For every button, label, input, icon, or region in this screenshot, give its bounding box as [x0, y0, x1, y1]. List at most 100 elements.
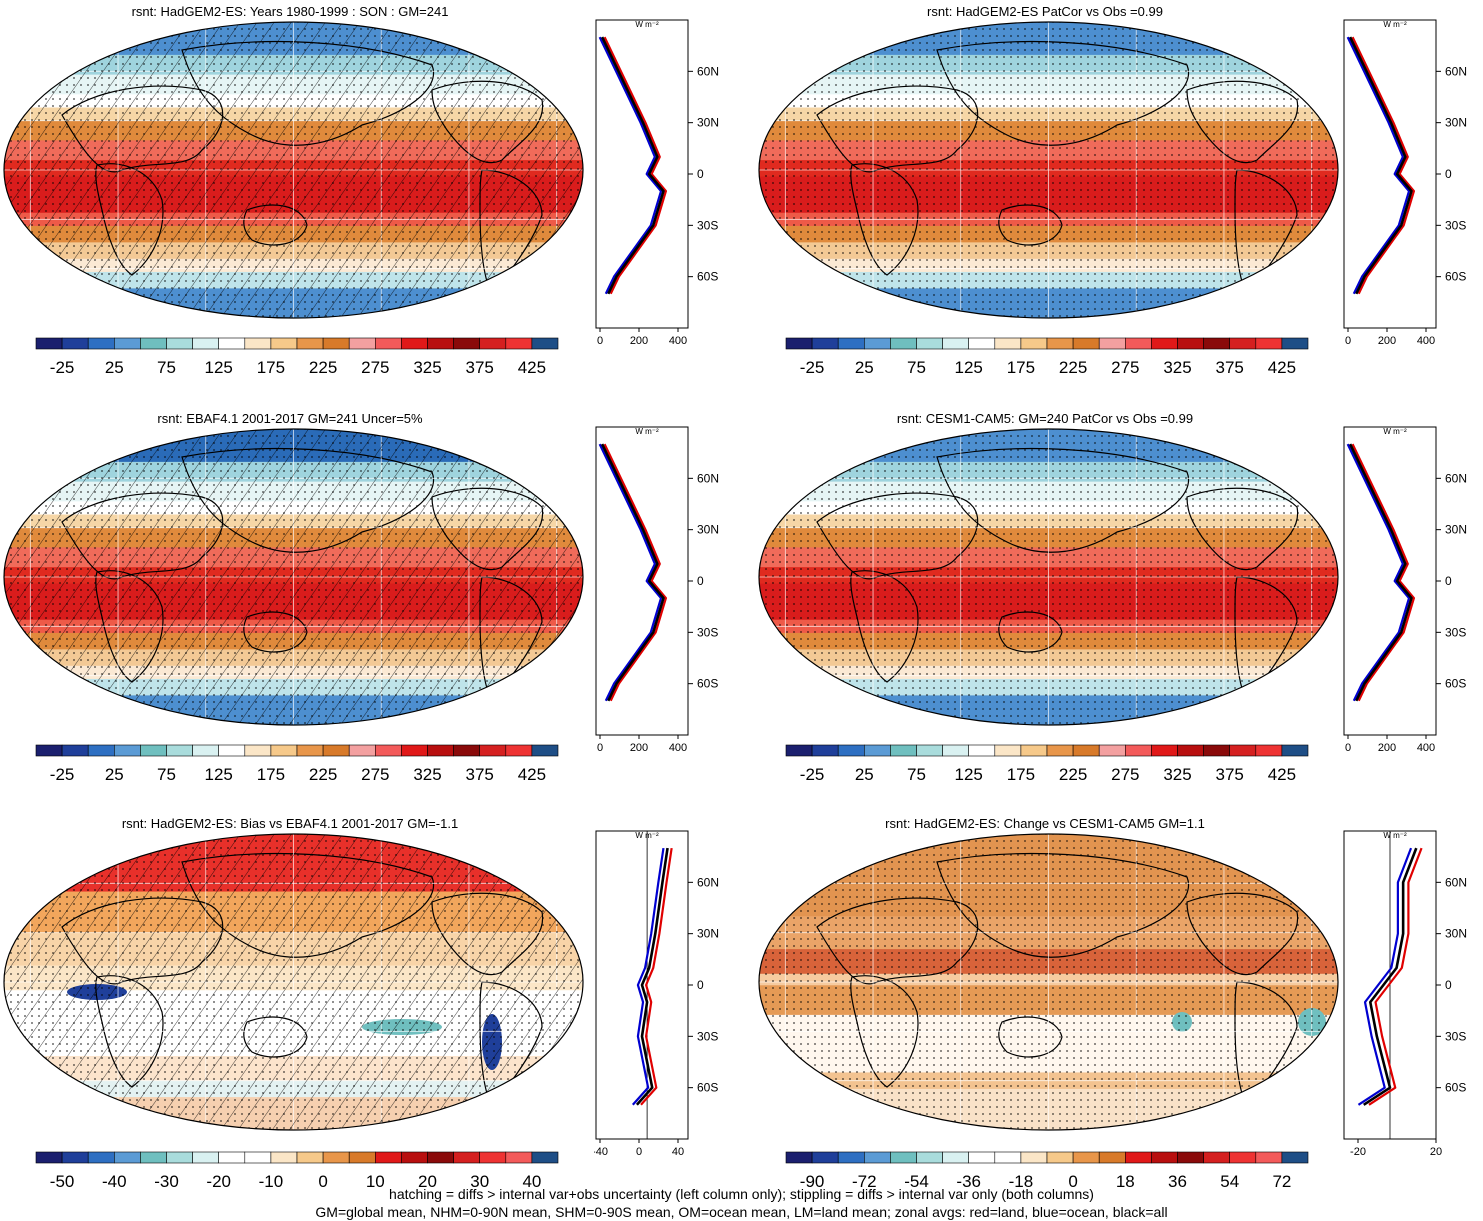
- colorbar-tick-label: 0: [1068, 1172, 1077, 1191]
- colorbar-tick-label: 36: [1168, 1172, 1187, 1191]
- colorbar-tick-label: -20: [206, 1172, 231, 1191]
- colorbar-tick-label: 425: [518, 765, 546, 784]
- lat-tick-label: 60S: [1445, 270, 1466, 284]
- lat-tick-label: 60N: [1445, 64, 1467, 78]
- zonal-mean-plot: W m⁻² 60N 30N 0 30S 60S 0 200 400: [594, 425, 734, 770]
- zonal-x-tick-label: -40: [594, 1146, 608, 1158]
- colorbar-tick-label: -25: [50, 358, 75, 377]
- zonal-ocean-curve: [1346, 36, 1411, 295]
- lat-tick-label: 60N: [697, 875, 719, 889]
- colorbar-tick-label: 325: [413, 358, 441, 377]
- colorbar-tick-label: 275: [1111, 358, 1139, 377]
- lat-tick-label: 60S: [1445, 1081, 1466, 1095]
- colorbar-tick-label: 175: [1007, 358, 1035, 377]
- lat-tick-label: 30S: [697, 1029, 718, 1043]
- robinson-map: [757, 832, 1340, 1137]
- colorbar-tick-label: 425: [1268, 358, 1296, 377]
- colorbar-tick-label: 175: [257, 358, 285, 377]
- colorbar-tick-label: -10: [259, 1172, 284, 1191]
- zonal-all-curve: [1348, 36, 1413, 295]
- zonal-land-curve: [1351, 36, 1416, 295]
- colorbar-tick-label: -25: [800, 765, 825, 784]
- colorbar-tick-label: 40: [522, 1172, 541, 1191]
- colorbar-tick-label: -30: [154, 1172, 179, 1191]
- lat-tick-label: 30S: [1445, 218, 1466, 232]
- colorbar-tick-label: 425: [1268, 765, 1296, 784]
- lat-tick-label: 30N: [1445, 523, 1467, 537]
- zonal-mean-plot: W m⁻² 60N 30N 0 30S 60S 0 200 400: [594, 18, 734, 363]
- zonal-ocean-curve: [1346, 443, 1411, 702]
- colorbar-tick-label: 25: [855, 765, 874, 784]
- colorbar-tick-label: 125: [955, 358, 983, 377]
- lat-tick-label: 30N: [1445, 116, 1467, 130]
- lat-tick-label: 0: [697, 978, 704, 992]
- panel-title: rsnt: HadGEM2-ES: Bias vs EBAF4.1 2001-2…: [121, 816, 459, 831]
- colorbar-tick-label: -36: [956, 1172, 981, 1191]
- colorbar-tick-label: 175: [1007, 765, 1035, 784]
- colorbar-tick-label: 275: [361, 358, 389, 377]
- lat-tick-label: 30N: [697, 116, 719, 130]
- zonal-all-curve: [600, 443, 665, 702]
- lat-tick-label: 60S: [1445, 677, 1466, 691]
- colorbar-tick-label: 125: [205, 358, 233, 377]
- colorbar-tick-label: 30: [470, 1172, 489, 1191]
- colorbar-tick-label: 54: [1220, 1172, 1239, 1191]
- lat-tick-label: 30S: [697, 218, 718, 232]
- lat-tick-label: 0: [1445, 167, 1452, 181]
- lat-tick-label: 30S: [697, 625, 718, 639]
- colorbar-tick-label: 72: [1272, 1172, 1291, 1191]
- zonal-unit-label: W m⁻²: [1383, 831, 1407, 840]
- zonal-x-tick-label: 0: [597, 335, 603, 347]
- zonal-x-tick-label: 40: [672, 1146, 684, 1158]
- zonal-x-tick-label: 200: [1378, 742, 1396, 754]
- lat-tick-label: 0: [1445, 978, 1452, 992]
- zonal-all-curve: [1363, 847, 1418, 1106]
- zonal-x-tick-label: 200: [630, 335, 648, 347]
- colorbar-tick-label: 375: [1216, 358, 1244, 377]
- lat-tick-label: 0: [697, 167, 704, 181]
- robinson-map: [757, 427, 1340, 732]
- colorbar-tick-label: -18: [1009, 1172, 1034, 1191]
- robinson-map: [757, 20, 1340, 325]
- colorbar: -252575125175225275325375425475: [35, 744, 598, 791]
- colorbar-tick-label: 75: [907, 765, 926, 784]
- zonal-x-tick-label: 400: [669, 335, 687, 347]
- colorbar-tick-label: 10: [366, 1172, 385, 1191]
- zonal-x-tick-label: 400: [1417, 335, 1435, 347]
- footer-line-1: hatching = diffs > internal var+obs unce…: [389, 1186, 1094, 1202]
- colorbar-tick-label: 75: [907, 358, 926, 377]
- colorbar-tick-label: -25: [800, 358, 825, 377]
- colorbar-tick-label: -40: [102, 1172, 127, 1191]
- colorbar-tick-label: -90: [800, 1172, 825, 1191]
- panel-title: rsnt: HadGEM2-ES: Years 1980-1999 : SON …: [131, 4, 449, 19]
- zonal-all-curve: [1348, 443, 1413, 702]
- zonal-x-tick-label: 0: [636, 1146, 642, 1158]
- colorbar-tick-label: -25: [50, 765, 75, 784]
- zonal-all-curve: [600, 36, 665, 295]
- zonal-x-tick-label: 400: [669, 742, 687, 754]
- footer-line-2: GM=global mean, NHM=0-90N mean, SHM=0-90…: [315, 1204, 1168, 1220]
- zonal-land-curve: [1368, 847, 1423, 1106]
- colorbar-tick-label: 375: [466, 765, 494, 784]
- colorbar-tick-label: 75: [157, 765, 176, 784]
- lat-tick-label: 30N: [697, 927, 719, 941]
- lat-tick-label: 60N: [697, 64, 719, 78]
- colorbar-tick-label: 125: [205, 765, 233, 784]
- colorbar-tick-label: 75: [157, 358, 176, 377]
- colorbar-tick-label: -54: [904, 1172, 929, 1191]
- lat-tick-label: 30N: [1445, 927, 1467, 941]
- zonal-land-curve: [640, 847, 673, 1106]
- colorbar-tick-label: 25: [105, 358, 124, 377]
- lat-tick-label: 60S: [697, 1081, 718, 1095]
- colorbar-tick-label: -50: [50, 1172, 75, 1191]
- colorbar: -252575125175225275325375425475: [785, 744, 1348, 791]
- zonal-x-tick-label: 200: [1378, 335, 1396, 347]
- zonal-unit-label: W m⁻²: [1383, 20, 1407, 29]
- colorbar-tick-label: 275: [361, 765, 389, 784]
- lat-tick-label: 60N: [1445, 875, 1467, 889]
- colorbar-tick-label: 25: [855, 358, 874, 377]
- zonal-ocean-curve: [598, 443, 663, 702]
- colorbar-tick-label: 325: [1163, 358, 1191, 377]
- colorbar-tick-label: 375: [466, 358, 494, 377]
